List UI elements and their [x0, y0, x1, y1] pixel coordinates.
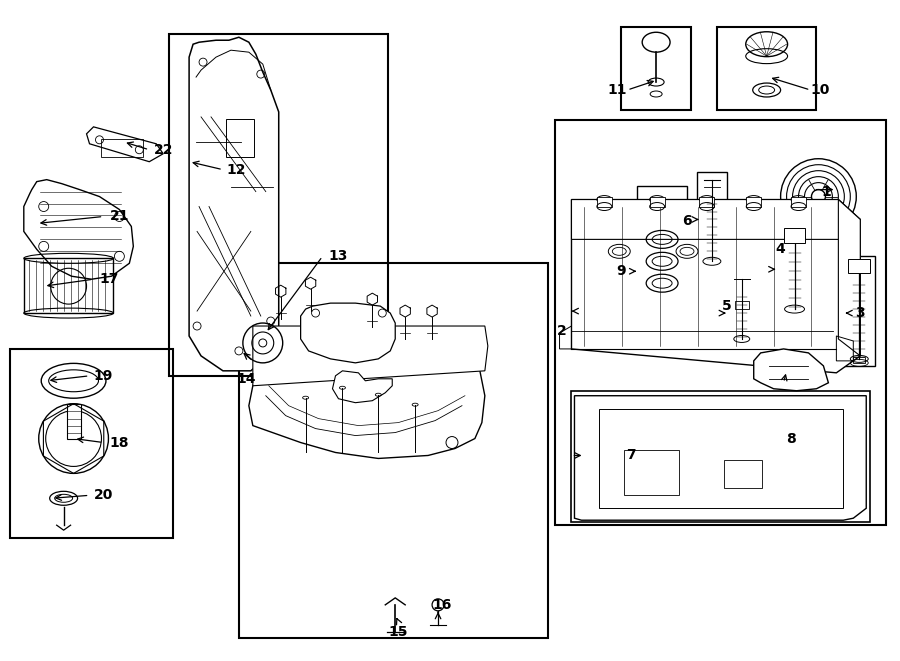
Polygon shape [572, 200, 860, 373]
Bar [23, 258, 113, 313]
Text: 9: 9 [616, 264, 626, 278]
Bar [597, 196, 612, 206]
Bar [637, 186, 687, 293]
Text: 17: 17 [100, 272, 119, 286]
Bar [853, 357, 865, 363]
Bar [697, 172, 727, 263]
Polygon shape [839, 200, 860, 356]
Text: 22: 22 [154, 143, 173, 157]
Polygon shape [248, 331, 485, 459]
Text: 1: 1 [822, 184, 832, 198]
Text: 15: 15 [389, 625, 408, 639]
Polygon shape [253, 326, 488, 386]
Text: 3: 3 [856, 306, 865, 320]
Text: 12: 12 [226, 163, 246, 176]
Text: 13: 13 [328, 249, 348, 263]
Bar [774, 225, 815, 316]
Bar [572, 391, 870, 522]
Polygon shape [332, 371, 392, 403]
Text: 4: 4 [776, 243, 786, 256]
Text: 18: 18 [110, 436, 129, 449]
Bar [599, 408, 843, 508]
Polygon shape [189, 37, 279, 371]
Bar [843, 256, 875, 366]
Bar [727, 268, 757, 343]
Text: 14: 14 [236, 371, 256, 386]
Bar [734, 301, 749, 309]
Text: 6: 6 [682, 214, 692, 229]
Polygon shape [86, 127, 163, 162]
Bar [724, 461, 761, 488]
Text: 7: 7 [626, 448, 636, 463]
Bar [791, 196, 806, 206]
Text: 2: 2 [557, 324, 566, 338]
Bar [746, 196, 761, 206]
Bar [621, 27, 691, 110]
Bar [625, 451, 679, 495]
Polygon shape [23, 180, 133, 279]
Bar [238, 263, 547, 638]
Text: 11: 11 [608, 83, 627, 97]
Text: 19: 19 [94, 369, 113, 383]
Bar [226, 119, 254, 157]
Bar [67, 404, 81, 438]
Bar [717, 27, 816, 110]
Text: 8: 8 [786, 432, 796, 446]
Bar [10, 349, 173, 538]
Bar [102, 139, 143, 157]
Text: 21: 21 [110, 210, 129, 223]
Polygon shape [572, 200, 860, 239]
Bar [849, 259, 870, 273]
Bar [650, 196, 664, 206]
Bar [699, 196, 715, 206]
Text: 5: 5 [722, 299, 732, 313]
Bar [554, 120, 886, 525]
Bar [784, 229, 806, 243]
Polygon shape [301, 303, 395, 363]
Text: 16: 16 [432, 598, 452, 612]
Text: 20: 20 [94, 488, 113, 502]
Text: 10: 10 [811, 83, 830, 97]
Polygon shape [574, 396, 866, 520]
Bar [169, 34, 388, 376]
Polygon shape [753, 349, 828, 391]
